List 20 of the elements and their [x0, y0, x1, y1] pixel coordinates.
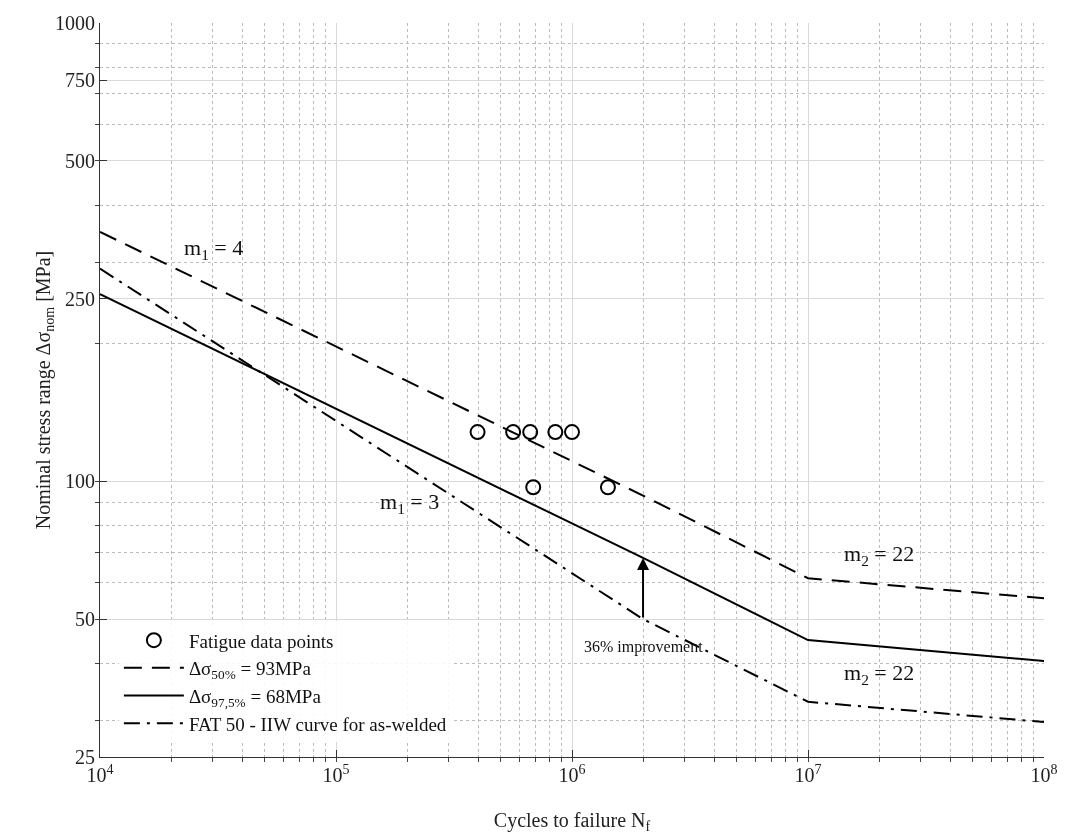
x-tick-label: 10$^{7}$ [794, 761, 822, 786]
y-tick-label: 250 [65, 287, 95, 310]
annotation: m$_{2}$ = 22 [844, 660, 915, 688]
y-tick-label: 100 [65, 470, 95, 493]
annotation: m$_{1}$ = 4 [184, 235, 244, 263]
annotation: m$_{1}$ = 3 [380, 489, 440, 517]
legend-label: Fatigue data points [188, 630, 334, 652]
annotation: m$_{2}$ = 22 [844, 541, 915, 569]
y-tick-label: 1000 [55, 12, 95, 34]
y-tick-label: 750 [65, 69, 95, 92]
x-axis-title: Cycles to failure N$_{f}$ [493, 809, 651, 835]
annotation: 36% improvement [584, 638, 704, 656]
legend-label: Δσ$_{97,5%}$ = 68MPa [188, 685, 322, 710]
y-tick-label: 500 [65, 149, 95, 172]
x-tick-label: 10$^{8}$ [1030, 761, 1058, 786]
legend-label: FAT 50 - IIW curve for as-welded [188, 713, 447, 735]
y-tick-label: 50 [75, 608, 95, 631]
legend-label: Δσ$_{50%}$ = 93MPa [188, 658, 312, 683]
x-tick-label: 10$^{5}$ [322, 761, 350, 786]
x-tick-label: 10$^{6}$ [558, 761, 586, 786]
